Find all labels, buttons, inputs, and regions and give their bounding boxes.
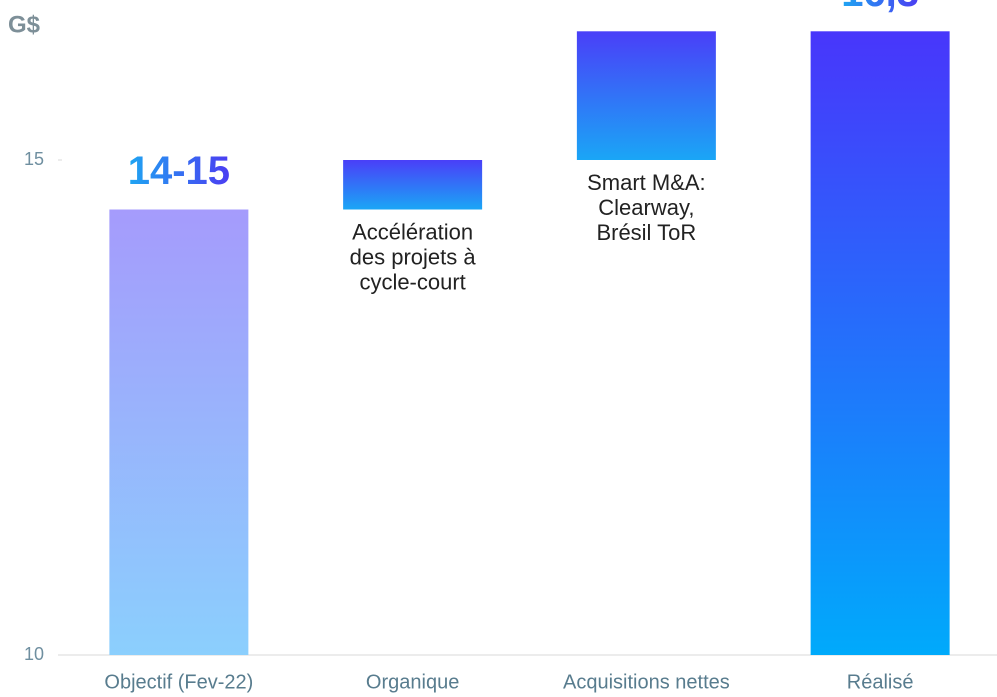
bar <box>576 31 716 160</box>
annotation: Smart M&A: <box>587 170 706 195</box>
x-tick-label: Organique <box>366 671 459 693</box>
bar <box>109 209 249 655</box>
y-axis-label: G$ <box>8 11 41 38</box>
annotation: Brésil ToR <box>596 220 696 245</box>
bar <box>343 160 483 210</box>
annotation: des projets à <box>350 244 477 269</box>
x-tick-label: Acquisitions nettes <box>563 671 730 693</box>
annotation: Clearway, <box>598 195 694 220</box>
bar <box>810 31 950 656</box>
y-tick-label: 15 <box>24 149 44 169</box>
annotation: Accélération <box>352 219 473 244</box>
annotation: cycle-court <box>359 269 465 294</box>
x-tick-label: Réalisé <box>847 671 914 693</box>
x-tick-label: Objectif (Fev-22) <box>104 671 253 693</box>
y-tick-label: 10 <box>24 644 44 664</box>
value-label: 14-15 <box>128 149 230 193</box>
value-label: 16,3 <box>841 0 919 15</box>
